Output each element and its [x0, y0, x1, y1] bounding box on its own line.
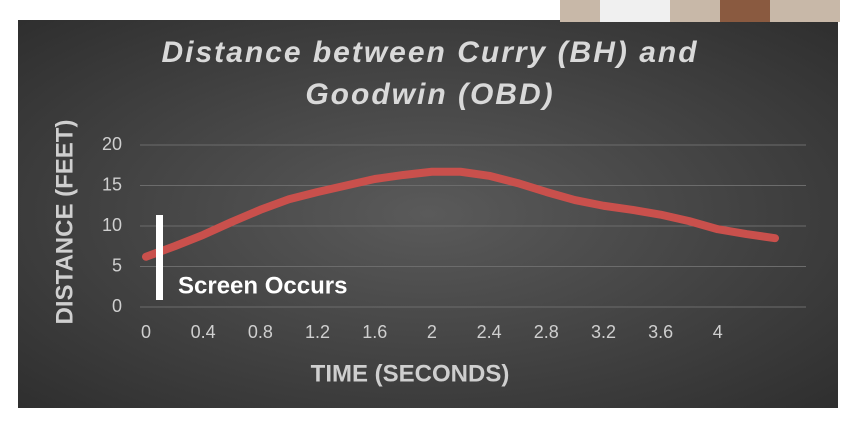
x-tick-label: 3.6 [648, 322, 673, 342]
y-tick-label: 5 [112, 255, 122, 275]
y-tick-label: 10 [102, 215, 122, 235]
chart-title: Distance between Curry (BH) and [161, 36, 698, 69]
x-tick-label: 2 [427, 322, 437, 342]
x-tick-label: 3.2 [591, 322, 616, 342]
x-tick-label: 4 [713, 322, 723, 342]
y-tick-label: 20 [102, 134, 122, 154]
y-axis-label: DISTANCE (FEET) [51, 120, 78, 325]
x-tick-label: 1.2 [305, 322, 330, 342]
y-tick-label: 15 [102, 174, 122, 194]
grid [140, 144, 806, 308]
y-tick-label: 0 [112, 296, 122, 316]
x-tick-label: 0.8 [248, 322, 273, 342]
x-tick-label: 2.8 [534, 322, 559, 342]
chart-title: Goodwin (OBD) [305, 78, 554, 111]
photo [560, 0, 840, 22]
annotation-bar [156, 215, 163, 300]
x-tick-label: 2.4 [477, 322, 502, 342]
chart-background [18, 20, 838, 408]
x-tick-label: 0 [141, 322, 151, 342]
x-tick-label: 0.4 [191, 322, 216, 342]
x-axis-label: TIME (SECONDS) [311, 360, 510, 387]
annotation: Screen Occurs [178, 272, 347, 299]
data-line [142, 167, 779, 261]
x-tick-label: 1.6 [362, 322, 387, 342]
